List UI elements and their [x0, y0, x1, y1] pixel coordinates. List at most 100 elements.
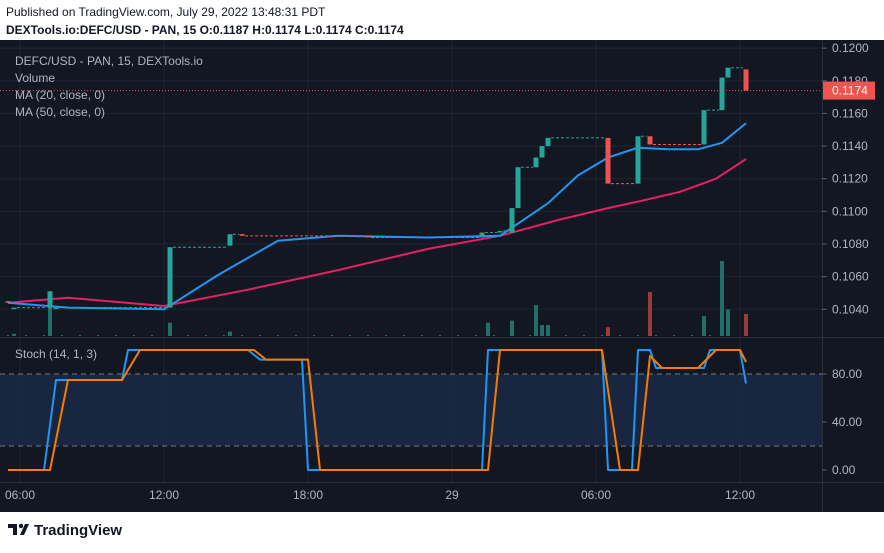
volume-bar [720, 261, 724, 336]
volume-bar [295, 335, 297, 336]
candle-body [725, 67, 731, 78]
volume-bar [133, 335, 135, 336]
candle-body [533, 157, 539, 168]
price-tick-label: 0.1120 [832, 172, 868, 186]
volume-bar [367, 335, 369, 336]
volume-bar [313, 335, 315, 336]
candle-body [701, 110, 707, 145]
volume-bar [648, 291, 652, 336]
volume-bar [349, 335, 351, 336]
volume-bar [709, 335, 711, 336]
last-price-label: 0.1174 [832, 84, 868, 98]
candle-body [605, 137, 611, 184]
candle-body [497, 230, 503, 233]
volume-bar [97, 335, 99, 336]
time-tick-label: 06:00 [5, 488, 35, 502]
stochastic-lines [8, 349, 747, 471]
volume-bar [726, 309, 730, 336]
volume-bar [385, 335, 387, 336]
volume-bar [12, 333, 16, 336]
volume-bar [565, 335, 567, 336]
volume-bar [493, 335, 495, 336]
candle-body [635, 136, 641, 184]
grid-lines [0, 40, 822, 482]
volume-bar [241, 335, 243, 336]
volume-bar [48, 296, 52, 336]
legend-title: DEFC/USD - PAN, 15, DEXTools.io [15, 54, 203, 68]
volume-bar [744, 313, 748, 336]
stoch-tick-label: 0.00 [832, 463, 856, 477]
volume-bar [79, 335, 81, 336]
moving-averages [7, 122, 747, 311]
volume-bar [403, 335, 405, 336]
time-tick-label: 06:00 [581, 488, 611, 502]
candle-body [365, 235, 371, 238]
stoch-tick-label: 40.00 [832, 415, 862, 429]
time-tick-label: 18:00 [293, 488, 323, 502]
volume-bar [205, 335, 207, 336]
volume-bar [547, 335, 549, 336]
price-tick-label: 0.1080 [832, 237, 869, 251]
candles [5, 67, 749, 310]
volume-bar [277, 335, 279, 336]
volume-bar [457, 335, 459, 336]
price-tick-label: 0.1060 [832, 270, 869, 284]
footer-bar [0, 512, 884, 548]
price-tick-label: 0.1100 [832, 204, 868, 218]
candle-body [515, 167, 521, 209]
stoch-band-fill [0, 374, 822, 446]
volume-bar [745, 335, 747, 336]
time-tick-label: 29 [445, 488, 459, 502]
volume-bar [529, 335, 531, 336]
volume-bar [475, 335, 477, 336]
volume-bar [259, 335, 261, 336]
volume-bar [223, 335, 225, 336]
volume-bar [228, 331, 232, 336]
symbol-ohlc-text: DEXTools.io:DEFC/USD - PAN, 15 O:0.1187 … [6, 23, 404, 37]
volume-bar [546, 324, 550, 336]
candle-body [239, 234, 245, 236]
volume-bar [534, 305, 538, 336]
candle-body [227, 234, 233, 246]
candle-body [719, 77, 725, 111]
volume-bar [168, 322, 172, 336]
volume-bar [583, 335, 585, 336]
header-bar [0, 0, 884, 40]
ma20-line [7, 122, 747, 311]
volume-bar [7, 335, 9, 336]
volume-bar [673, 335, 675, 336]
stoch-d-line [8, 349, 747, 471]
volume-bar [187, 335, 189, 336]
candle-body [509, 208, 515, 233]
footer-brand: TradingView [34, 522, 122, 539]
volume-bar [619, 335, 621, 336]
volume-bar [169, 335, 171, 336]
candle-body [743, 69, 749, 91]
candle-body [479, 232, 485, 238]
volume-bar [61, 335, 63, 336]
candle-body [5, 301, 11, 303]
candle-body [539, 146, 545, 158]
volume-bars [7, 261, 748, 336]
price-tick-label: 0.1160 [832, 106, 868, 120]
candle-body [647, 136, 653, 145]
stoch-tick-label: 80.00 [832, 367, 862, 381]
last-price-tag [823, 81, 875, 100]
volume-bar [655, 335, 657, 336]
time-tick-label: 12:00 [725, 488, 755, 502]
candle-body [53, 307, 59, 310]
volume-bar [421, 335, 423, 336]
volume-bar [702, 316, 706, 336]
legend-ma50: MA (50, close, 0) [15, 105, 105, 119]
axis-labels: 0.1040 0.1060 0.1080 0.1100 0.1120 0.1140 0.11… [0, 41, 875, 502]
volume-bar [151, 335, 153, 336]
published-text: Published on TradingView.com, July 29, 2… [6, 5, 326, 19]
volume-bar [727, 335, 729, 336]
legend-ma20: MA (20, close, 0) [15, 88, 105, 102]
tradingview-logo-icon [8, 523, 29, 535]
legend-volume: Volume [15, 71, 55, 85]
volume-bar [606, 327, 610, 336]
candle-body [11, 307, 17, 310]
volume-bar [540, 324, 544, 336]
volume-bar [115, 335, 117, 336]
